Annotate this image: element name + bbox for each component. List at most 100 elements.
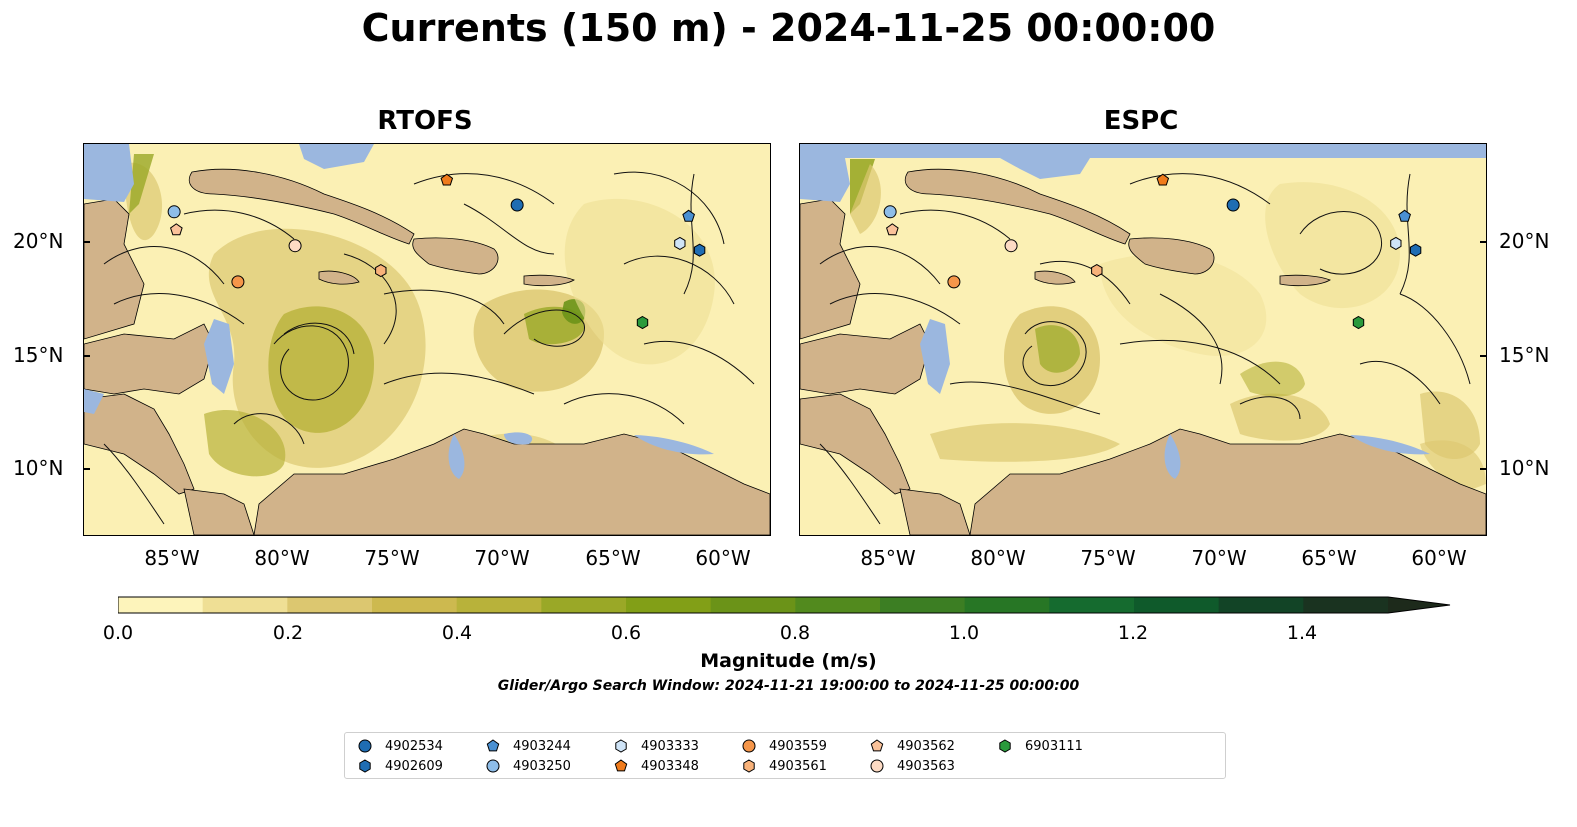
colorbar-segment: [880, 597, 966, 613]
current-magnitude-map-rtofs: [84, 144, 770, 535]
search-window-note: Glider/Argo Search Window: 2024-11-21 19…: [497, 678, 1080, 694]
float-marker-4902534: [1226, 198, 1240, 212]
lon-label-70w-right: 70°W: [1191, 546, 1247, 570]
float-marker-4903250: [883, 205, 897, 219]
float-marker-4903559: [947, 275, 961, 289]
float-legend: 4902534 4902609 4903244 4903250 4903333 49033…: [344, 732, 1226, 779]
circle-marker-icon: [870, 759, 884, 773]
float-marker-4902609: [693, 243, 706, 257]
colorbar-segment: [1218, 597, 1304, 613]
legend-entry: 4902534: [357, 738, 443, 754]
colorbar-tick-label: 0.8: [779, 622, 811, 644]
lon-label-70w-left: 70°W: [474, 546, 530, 570]
float-marker-6903111: [636, 315, 649, 330]
legend-entry: 4903559: [741, 738, 827, 754]
lon-label-65w-right: 65°W: [1301, 546, 1357, 570]
colorbar-tick-label: 0.6: [610, 622, 642, 644]
lon-label-80w-right: 80°W: [970, 546, 1026, 570]
lon-label-85w-right: 85°W: [860, 546, 916, 570]
legend-entry: 4903562: [869, 738, 955, 754]
legend-entry-label: 4903333: [641, 738, 699, 754]
colorbar-segment: [1134, 597, 1220, 613]
circle-marker-icon: [358, 739, 372, 753]
hexagon-marker-icon: [359, 759, 371, 773]
legend-entry-label: 6903111: [1025, 738, 1083, 754]
float-marker-6903111: [1352, 315, 1365, 330]
colorbar: [118, 596, 1451, 614]
map-panel-espc[interactable]: [799, 143, 1487, 536]
colorbar-segment: [202, 597, 288, 613]
colorbar-tick-label: 1.0: [948, 622, 980, 644]
hexagon-marker-icon: [999, 739, 1011, 753]
colorbar-tick-label: 0.0: [102, 622, 134, 644]
colorbar-tick-label: 0.2: [272, 622, 304, 644]
colorbar-segment: [372, 597, 458, 613]
legend-entry-label: 4902534: [385, 738, 443, 754]
figure-title: Currents (150 m) - 2024-11-25 00:00:00: [361, 6, 1216, 50]
colorbar-segment: [626, 597, 712, 613]
float-marker-4903561: [375, 264, 387, 278]
colorbar-extend-arrow: [1388, 597, 1450, 613]
colorbar-segment: [1303, 597, 1389, 613]
legend-entry: 4903250: [485, 758, 571, 774]
legend-entry: 4903563: [869, 758, 955, 774]
lat-label-10n-right: 10°N: [1499, 456, 1550, 480]
lon-label-85w-left: 85°W: [144, 546, 200, 570]
float-marker-4903563: [288, 239, 302, 253]
lon-label-75w-right: 75°W: [1080, 546, 1136, 570]
float-marker-4903348: [1156, 173, 1170, 186]
current-magnitude-map-espc: [800, 144, 1486, 535]
float-marker-4903250: [167, 205, 181, 219]
lon-label-75w-left: 75°W: [364, 546, 420, 570]
legend-entry-label: 4903348: [641, 758, 699, 774]
hexagon-marker-icon: [743, 759, 755, 773]
hexagon-marker-icon: [615, 739, 627, 753]
float-marker-4902609: [1409, 243, 1422, 257]
legend-entry: 6903111: [997, 738, 1083, 754]
circle-marker-icon: [742, 739, 756, 753]
legend-entry-label: 4903559: [769, 738, 827, 754]
legend-entry: 4903561: [741, 758, 827, 774]
legend-entry-label: 4903563: [897, 758, 955, 774]
float-marker-4903333: [674, 236, 686, 250]
pentagon-marker-icon: [614, 759, 628, 772]
pentagon-marker-icon: [870, 739, 884, 752]
colorbar-segment: [456, 597, 542, 613]
lat-label-10n-left: 10°N: [13, 456, 64, 480]
float-marker-4903562: [170, 223, 183, 236]
legend-entry-label: 4903561: [769, 758, 827, 774]
legend-entry: 4902609: [357, 758, 443, 774]
float-marker-4903562: [886, 223, 899, 236]
float-marker-4903561: [1091, 264, 1103, 278]
float-marker-4902534: [510, 198, 524, 212]
legend-entry-label: 4903244: [513, 738, 571, 754]
lon-label-80w-left: 80°W: [254, 546, 310, 570]
legend-entry-label: 4903562: [897, 738, 955, 754]
colorbar-segment: [964, 597, 1050, 613]
float-marker-4903348: [440, 173, 454, 186]
lat-label-15n-left: 15°N: [13, 343, 64, 367]
colorbar-tick-label: 1.2: [1117, 622, 1149, 644]
pentagon-marker-icon: [486, 739, 500, 752]
panel-title-espc: ESPC: [1103, 106, 1179, 136]
colorbar-segment: [710, 597, 796, 613]
colorbar-label: Magnitude (m/s): [700, 650, 877, 672]
legend-entry-label: 4903250: [513, 758, 571, 774]
legend-entry: 4903333: [613, 738, 699, 754]
float-markers-rtofs: [167, 173, 706, 330]
float-marker-4903563: [1004, 239, 1018, 253]
circle-marker-icon: [486, 759, 500, 773]
colorbar-tick-label: 0.4: [441, 622, 473, 644]
legend-entry-label: 4902609: [385, 758, 443, 774]
lon-label-60w-left: 60°W: [695, 546, 751, 570]
float-marker-4903559: [231, 275, 245, 289]
colorbar-segment: [795, 597, 881, 613]
lat-label-20n-right: 20°N: [1499, 229, 1550, 253]
map-panel-rtofs[interactable]: [83, 143, 771, 536]
float-markers-espc: [883, 173, 1422, 330]
legend-entry: 4903348: [613, 758, 699, 774]
float-marker-4903244: [1398, 209, 1411, 222]
legend-entry: 4903244: [485, 738, 571, 754]
colorbar-segment: [287, 597, 373, 613]
panel-title-rtofs: RTOFS: [377, 106, 473, 136]
